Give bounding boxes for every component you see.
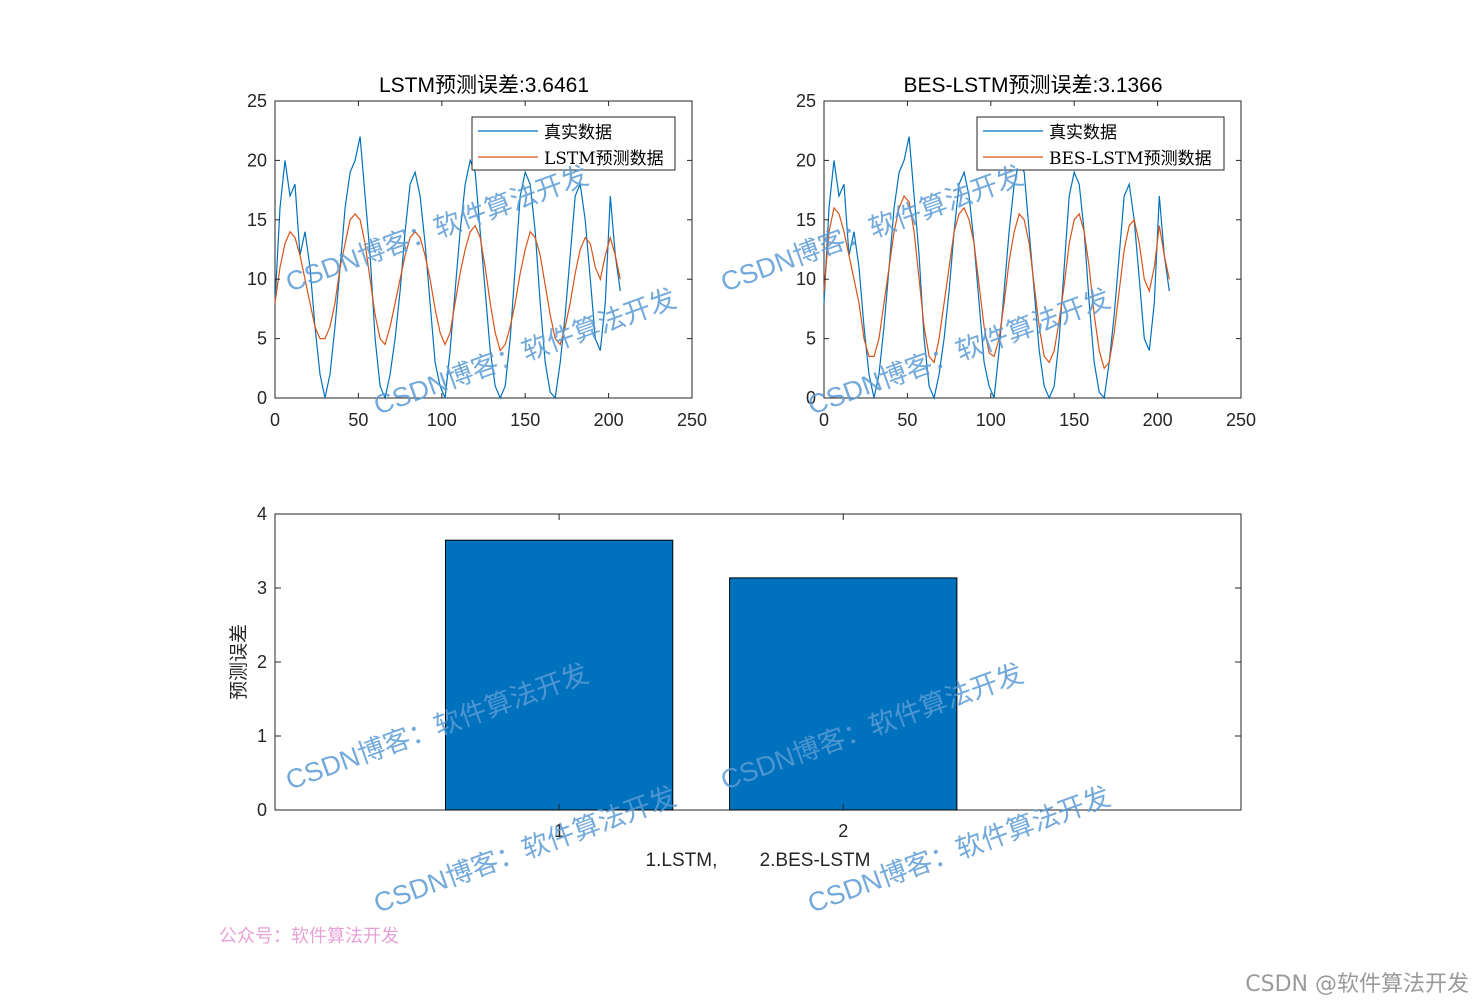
y-tick-label: 10 (247, 269, 267, 289)
series-line-actual (823, 136, 1170, 401)
x-tick-label: 200 (594, 410, 624, 430)
x-tick-label: 250 (677, 410, 707, 430)
x-tick-label: 1 (554, 821, 564, 841)
x-tick-label: 250 (1226, 410, 1256, 430)
series-line-predicted (823, 194, 1170, 370)
y-tick-label: 10 (796, 269, 816, 289)
y-axis-label: 预测误差 (228, 624, 250, 700)
y-tick-label: 5 (257, 329, 267, 349)
bar-2 (729, 577, 958, 811)
x-tick-label: 0 (819, 410, 829, 430)
y-tick-label: 0 (806, 388, 816, 408)
plot-area (274, 136, 621, 401)
x-tick-label: 2 (838, 821, 848, 841)
y-tick-label: 3 (257, 578, 267, 598)
series-line-predicted (274, 212, 621, 352)
chart-title: LSTM预测误差:3.6461 (379, 74, 589, 97)
legend-label-actual: 真实数据 (544, 123, 612, 143)
y-tick-label: 25 (796, 91, 816, 111)
y-tick-label: 20 (247, 150, 267, 170)
subplot-error-bar: 1 2 0 1 2 3 4 预测误差 1.LSTM, 2.BES-LSTM (228, 504, 1242, 871)
y-tick-label: 15 (247, 210, 267, 230)
legend: 真实数据 LSTM预测数据 (471, 116, 676, 171)
csdn-author-watermark: CSDN @软件算法开发 (1245, 972, 1469, 997)
x-tick-label: 50 (348, 410, 368, 430)
axis-ticks: 0 50 100 150 200 250 0 5 10 15 20 25 (247, 91, 707, 430)
axis-ticks: 1 2 0 1 2 3 4 (257, 504, 1241, 841)
chart-title: BES-LSTM预测误差:3.1366 (903, 74, 1162, 97)
y-tick-label: 4 (257, 504, 267, 524)
legend-box (976, 116, 1225, 171)
y-tick-label: 2 (257, 652, 267, 672)
legend-label-actual: 真实数据 (1049, 123, 1117, 143)
series-line-actual (274, 136, 621, 401)
subplot-lstm: LSTM预测误差:3.6461 0 50 100 150 200 250 0 5 10 15 20 2… (247, 74, 707, 430)
x-tick-label: 0 (270, 410, 280, 430)
wechat-watermark: 公众号：软件算法开发 (219, 926, 399, 947)
x-tick-label: 50 (897, 410, 917, 430)
y-tick-label: 1 (257, 726, 267, 746)
y-tick-label: 20 (796, 150, 816, 170)
axis-ticks: 0 50 100 150 200 250 0 5 10 15 20 25 (796, 91, 1256, 430)
x-tick-label: 100 (976, 410, 1006, 430)
plot-area (444, 539, 958, 811)
legend-label-predicted: BES-LSTM预测数据 (1049, 149, 1212, 169)
legend-label-predicted: LSTM预测数据 (544, 149, 664, 169)
x-tick-label: 150 (1059, 410, 1089, 430)
y-tick-label: 0 (257, 800, 267, 820)
x-axis-label: 1.LSTM, 2.BES-LSTM (646, 850, 871, 871)
y-tick-label: 0 (257, 388, 267, 408)
y-tick-label: 5 (806, 329, 816, 349)
x-tick-label: 200 (1143, 410, 1173, 430)
legend: 真实数据 BES-LSTM预测数据 (976, 116, 1225, 171)
legend-box (471, 116, 676, 171)
x-tick-label: 150 (510, 410, 540, 430)
subplot-bes-lstm: BES-LSTM预测误差:3.1366 0 50 100 150 200 250 0 5 10 1… (796, 74, 1256, 430)
plot-area (823, 136, 1170, 401)
x-tick-label: 100 (427, 410, 457, 430)
bar-1 (444, 539, 674, 811)
y-tick-label: 15 (796, 210, 816, 230)
y-tick-label: 25 (247, 91, 267, 111)
